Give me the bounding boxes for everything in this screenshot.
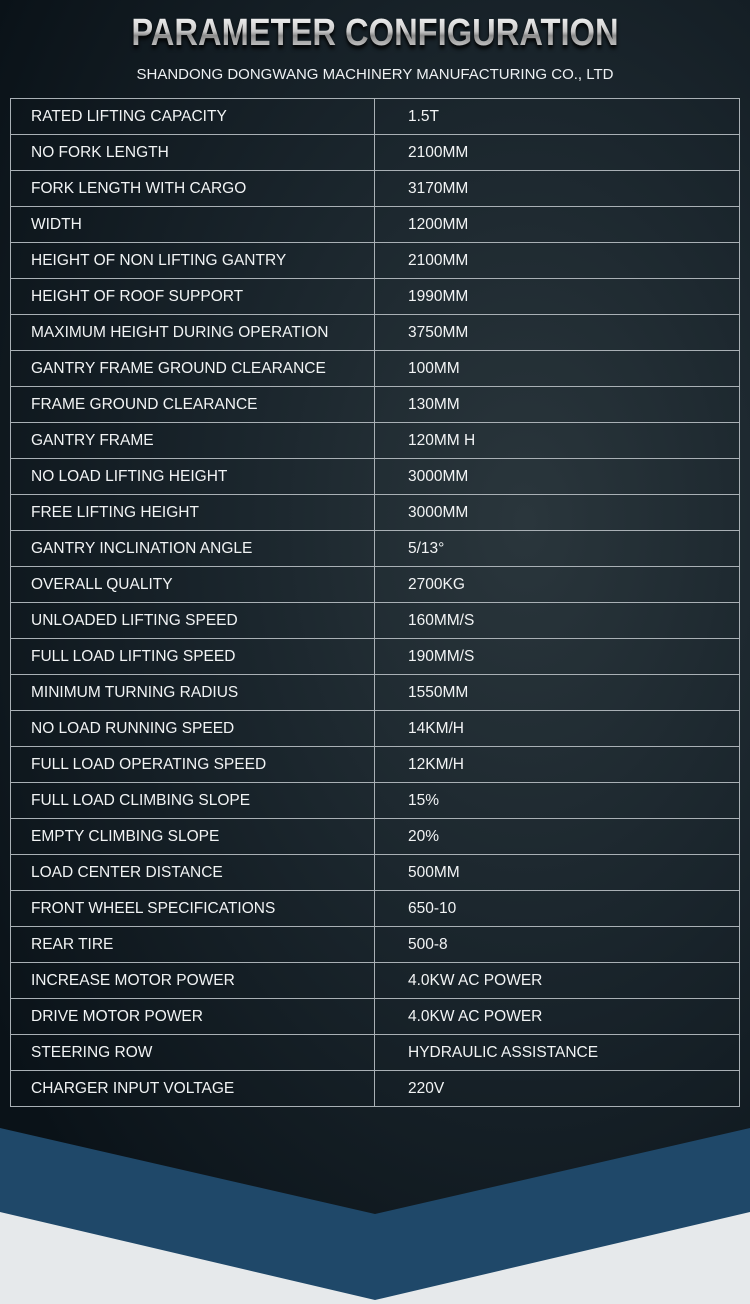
company-subtitle: SHANDONG DONGWANG MACHINERY MANUFACTURIN… [136, 66, 614, 83]
parameter-value: 5/13° [374, 530, 740, 567]
parameter-name: FULL LOAD OPERATING SPEED [10, 746, 375, 783]
table-row: FRONT WHEEL SPECIFICATIONS 650-10 [10, 890, 740, 927]
parameter-name: STEERING ROW [10, 1034, 375, 1071]
parameter-table: RATED LIFTING CAPACITY 1.5T NO FORK LENGTH… [10, 98, 740, 1107]
parameter-name: INCREASE MOTOR POWER [10, 962, 375, 999]
light-bottom-area [0, 1212, 750, 1304]
table-row: HEIGHT OF NON LIFTING GANTRY 2100MM [10, 242, 740, 279]
parameter-value: 650-10 [374, 890, 740, 927]
table-row: GANTRY FRAME 120MM H [10, 422, 740, 459]
parameter-value: 2100MM [374, 242, 740, 279]
parameter-name: REAR TIRE [10, 926, 375, 963]
table-row: CHARGER INPUT VOLTAGE 220V [10, 1070, 740, 1107]
parameter-name: NO FORK LENGTH [10, 134, 375, 171]
parameter-value: 2700KG [374, 566, 740, 603]
parameter-name: GANTRY FRAME [10, 422, 375, 459]
parameter-value: 2100MM [374, 134, 740, 171]
parameter-value: 1200MM [374, 206, 740, 243]
parameter-name: FRONT WHEEL SPECIFICATIONS [10, 890, 375, 927]
parameter-name: MAXIMUM HEIGHT DURING OPERATION [10, 314, 375, 351]
table-row: MINIMUM TURNING RADIUS 1550MM [10, 674, 740, 711]
parameter-value: 1990MM [374, 278, 740, 315]
parameter-name: GANTRY INCLINATION ANGLE [10, 530, 375, 567]
parameter-name: DRIVE MOTOR POWER [10, 998, 375, 1035]
table-row: FORK LENGTH WITH CARGO 3170MM [10, 170, 740, 207]
parameter-value: 1550MM [374, 674, 740, 711]
parameter-value: 4.0KW AC POWER [374, 962, 740, 999]
table-row: NO LOAD LIFTING HEIGHT 3000MM [10, 458, 740, 495]
parameter-value: 20% [374, 818, 740, 855]
table-row: GANTRY INCLINATION ANGLE 5/13° [10, 530, 740, 567]
parameter-value: 4.0KW AC POWER [374, 998, 740, 1035]
parameter-value: 120MM H [374, 422, 740, 459]
parameter-value: 14KM/H [374, 710, 740, 747]
table-row: DRIVE MOTOR POWER 4.0KW AC POWER [10, 998, 740, 1035]
parameter-value: HYDRAULIC ASSISTANCE [374, 1034, 740, 1071]
table-row: REAR TIRE 500-8 [10, 926, 740, 963]
parameter-value: 12KM/H [374, 746, 740, 783]
parameter-value: 220V [374, 1070, 740, 1107]
parameter-value: 130MM [374, 386, 740, 423]
parameter-name: HEIGHT OF NON LIFTING GANTRY [10, 242, 375, 279]
table-row: FULL LOAD OPERATING SPEED 12KM/H [10, 746, 740, 783]
parameter-value: 160MM/S [374, 602, 740, 639]
parameter-value: 3750MM [374, 314, 740, 351]
parameter-value: 3170MM [374, 170, 740, 207]
table-row: OVERALL QUALITY 2700KG [10, 566, 740, 603]
parameter-name: NO LOAD RUNNING SPEED [10, 710, 375, 747]
table-row: LOAD CENTER DISTANCE 500MM [10, 854, 740, 891]
parameter-name: NO LOAD LIFTING HEIGHT [10, 458, 375, 495]
parameter-name: HEIGHT OF ROOF SUPPORT [10, 278, 375, 315]
table-row: HEIGHT OF ROOF SUPPORT 1990MM [10, 278, 740, 315]
parameter-name: GANTRY FRAME GROUND CLEARANCE [10, 350, 375, 387]
parameter-name: FRAME GROUND CLEARANCE [10, 386, 375, 423]
table-row: MAXIMUM HEIGHT DURING OPERATION 3750MM [10, 314, 740, 351]
parameter-value: 15% [374, 782, 740, 819]
parameter-name: FULL LOAD LIFTING SPEED [10, 638, 375, 675]
parameter-value: 3000MM [374, 458, 740, 495]
parameter-name: FORK LENGTH WITH CARGO [10, 170, 375, 207]
parameter-name: OVERALL QUALITY [10, 566, 375, 603]
parameter-name: EMPTY CLIMBING SLOPE [10, 818, 375, 855]
parameter-value: 500-8 [374, 926, 740, 963]
table-row: RATED LIFTING CAPACITY 1.5T [10, 98, 740, 135]
page-title: PARAMETER CONFIGURATION [53, 12, 698, 55]
table-row: INCREASE MOTOR POWER 4.0KW AC POWER [10, 962, 740, 999]
parameter-name: FULL LOAD CLIMBING SLOPE [10, 782, 375, 819]
parameter-name: WIDTH [10, 206, 375, 243]
table-row: NO LOAD RUNNING SPEED 14KM/H [10, 710, 740, 747]
parameter-name: LOAD CENTER DISTANCE [10, 854, 375, 891]
table-row: EMPTY CLIMBING SLOPE 20% [10, 818, 740, 855]
parameter-value: 100MM [374, 350, 740, 387]
parameter-value: 1.5T [374, 98, 740, 135]
parameter-name: RATED LIFTING CAPACITY [10, 98, 375, 135]
parameter-value: 500MM [374, 854, 740, 891]
parameter-value: 190MM/S [374, 638, 740, 675]
table-row: FULL LOAD LIFTING SPEED 190MM/S [10, 638, 740, 675]
table-row: GANTRY FRAME GROUND CLEARANCE 100MM [10, 350, 740, 387]
parameter-value: 3000MM [374, 494, 740, 531]
parameter-name: MINIMUM TURNING RADIUS [10, 674, 375, 711]
parameter-name: UNLOADED LIFTING SPEED [10, 602, 375, 639]
table-row: NO FORK LENGTH 2100MM [10, 134, 740, 171]
table-row: STEERING ROW HYDRAULIC ASSISTANCE [10, 1034, 740, 1071]
table-row: WIDTH 1200MM [10, 206, 740, 243]
table-row: FULL LOAD CLIMBING SLOPE 15% [10, 782, 740, 819]
parameter-name: FREE LIFTING HEIGHT [10, 494, 375, 531]
table-row: FREE LIFTING HEIGHT 3000MM [10, 494, 740, 531]
table-row: FRAME GROUND CLEARANCE 130MM [10, 386, 740, 423]
table-row: UNLOADED LIFTING SPEED 160MM/S [10, 602, 740, 639]
parameter-name: CHARGER INPUT VOLTAGE [10, 1070, 375, 1107]
